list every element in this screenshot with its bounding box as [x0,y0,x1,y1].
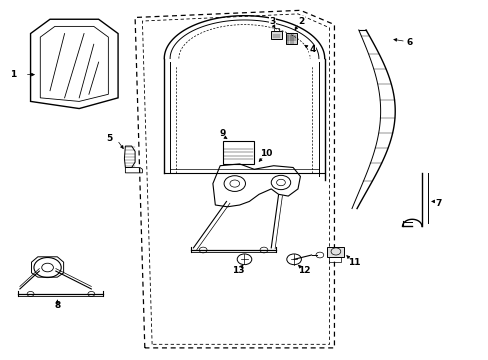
Text: 2: 2 [298,17,304,26]
Text: 1: 1 [10,70,17,79]
Text: 5: 5 [106,134,112,143]
Bar [285,33,296,44]
Text: 10: 10 [260,149,272,158]
Text: 7: 7 [435,199,441,208]
Bar [274,28,279,31]
Text: 4: 4 [309,45,315,54]
Bar [328,257,340,262]
Text: 13: 13 [232,266,244,275]
Text: 8: 8 [54,301,61,310]
Text: 3: 3 [268,17,275,26]
Bar [222,141,254,164]
Bar [271,31,282,39]
Bar [326,247,344,257]
Text: 6: 6 [406,38,412,47]
Text: 12: 12 [298,266,310,275]
Text: 11: 11 [347,258,360,267]
Text: 9: 9 [219,129,225,138]
